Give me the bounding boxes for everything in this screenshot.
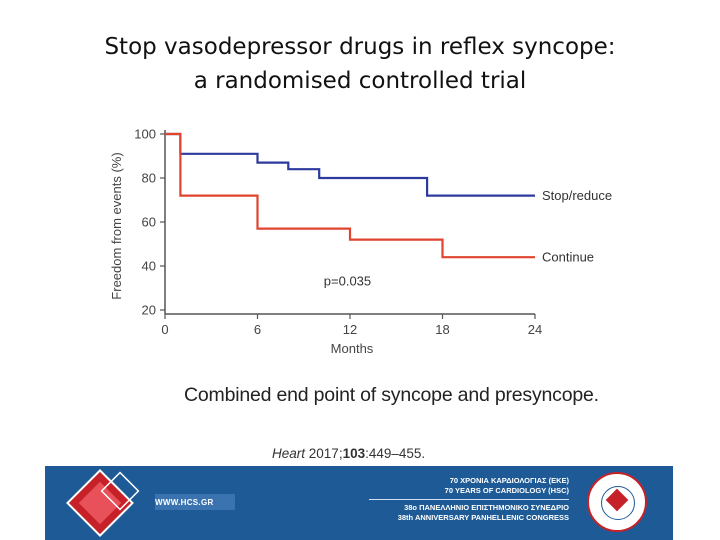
congress-text: 70 ΧΡΟΝΙΑ ΚΑΡΔΙΟΛΟΓΙΑΣ (ΕΚΕ) 70 YEARS OF… [369, 476, 569, 523]
seal-ring [601, 486, 635, 520]
x-tick-label: 24 [528, 322, 542, 337]
diamond-logo-icon [66, 469, 140, 537]
congress-line-2: 70 YEARS OF CARDIOLOGY (HSC) [444, 486, 569, 495]
x-tick-label: 0 [161, 322, 168, 337]
y-tick-label: 60 [142, 215, 156, 230]
citation-journal: Heart [272, 446, 306, 461]
y-tick-label: 20 [142, 303, 156, 318]
website-link[interactable]: WWW.HCS.GR [155, 498, 214, 507]
citation-volume: 103 [342, 446, 366, 461]
congress-line-4: 38th ANNIVERSARY PANHELLENIC CONGRESS [397, 513, 569, 522]
society-seal-icon [587, 472, 647, 532]
conference-footer-banner: WWW.HCS.GR 70 ΧΡΟΝΙΑ ΚΑΡΔΙΟΛΟΓΙΑΣ (ΕΚΕ) … [45, 466, 673, 540]
slide-title: Stop vasodepressor drugs in reflex synco… [0, 30, 720, 98]
footer-divider [369, 499, 569, 500]
series-label: Stop/reduce [542, 188, 612, 203]
congress-line-1: 70 ΧΡΟΝΙΑ ΚΑΡΔΙΟΛΟΓΙΑΣ (ΕΚΕ) [449, 476, 569, 485]
series-line-stop-reduce [165, 132, 535, 197]
series-label: Continue [542, 250, 594, 265]
website-bar [155, 494, 235, 510]
p-value-annotation: p=0.035 [324, 273, 371, 288]
y-tick-label: 40 [142, 259, 156, 274]
y-axis-label: Freedom from events (%) [109, 152, 124, 299]
citation-year: 2017; [308, 446, 343, 461]
survival-chart: 20 40 60 80 100 0 6 12 18 24 Months Freedom from ev… [109, 127, 612, 357]
x-tick-label: 6 [254, 322, 261, 337]
y-tick-label: 80 [142, 171, 156, 186]
citation: Heart 2017;103:449–455. [272, 446, 425, 461]
x-tick-label: 18 [435, 322, 449, 337]
figure-caption: Combined end point of syncope and presyn… [184, 384, 599, 406]
y-tick-label: 100 [134, 127, 156, 142]
title-line-2: a randomised controlled trial [193, 68, 527, 94]
citation-pages: :449–455. [365, 446, 426, 461]
x-axis-label: Months [331, 341, 374, 356]
congress-line-3: 38ο ΠΑΝΕΛΛΗΝΙΟ ΕΠΙΣΤΗΜΟΝΙΚΟ ΣΥΝΕΔΡΙΟ [404, 503, 569, 512]
x-tick-label: 12 [343, 322, 357, 337]
series-line-continue [165, 132, 535, 259]
title-line-1: Stop vasodepressor drugs in reflex synco… [104, 34, 616, 60]
